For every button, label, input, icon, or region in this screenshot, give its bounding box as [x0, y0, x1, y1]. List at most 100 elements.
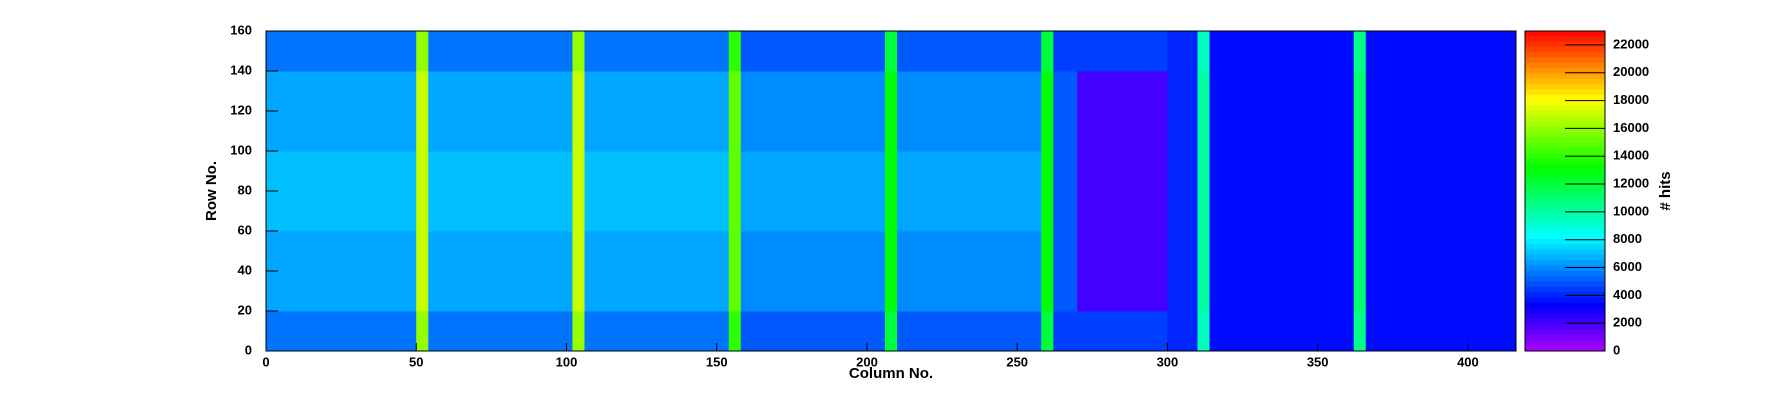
colorbar-swatch [1525, 143, 1605, 149]
heatmap-cell [266, 111, 417, 152]
colorbar-swatch [1525, 31, 1605, 37]
heatmap-cell [1365, 191, 1517, 232]
colorbar-swatch [1525, 159, 1605, 165]
z-tick-label: 0 [1613, 342, 1620, 357]
heatmap-cell [1197, 271, 1211, 312]
colorbar-swatch [1525, 52, 1605, 59]
heatmap-cell [416, 271, 429, 312]
colorbar-swatch [1525, 132, 1605, 139]
heatmap-cell [416, 71, 429, 112]
heatmap-cell [584, 311, 730, 352]
z-tick-label: 14000 [1613, 148, 1649, 163]
z-tick-label: 8000 [1613, 231, 1642, 246]
heatmap-cell [416, 111, 429, 152]
heatmap-cell [1353, 151, 1367, 192]
heatmap-cell [1365, 271, 1517, 312]
colorbar-swatch [1525, 164, 1605, 171]
colorbar-swatch [1525, 100, 1605, 107]
colorbar-swatch [1525, 287, 1605, 293]
heatmap-cell [728, 271, 742, 312]
heatmap-cell [1209, 231, 1355, 272]
colorbar-swatch [1525, 95, 1605, 101]
heatmap-cell [1053, 71, 1078, 112]
colorbar-swatch [1525, 73, 1605, 80]
colorbar-swatch [1525, 271, 1605, 277]
x-tick-label: 50 [409, 354, 423, 369]
heatmap-cell [1077, 151, 1168, 192]
heatmap-cell [266, 191, 417, 232]
colorbar-swatch [1525, 89, 1605, 96]
z-tick-label: 12000 [1613, 175, 1649, 190]
heatmap-cell [1167, 311, 1198, 352]
colorbar-swatch [1525, 228, 1605, 235]
heatmap-cell [1209, 31, 1355, 72]
heatmap-cell [897, 71, 1042, 112]
colorbar-swatch [1525, 212, 1605, 219]
heatmap-cell [897, 231, 1042, 272]
y-tick-label: 20 [238, 302, 252, 317]
heatmap-cell [1197, 231, 1211, 272]
colorbar-swatch [1525, 249, 1605, 256]
heatmap-cell [897, 111, 1042, 152]
heatmap-cell [728, 31, 742, 72]
z-tick-label: 22000 [1613, 36, 1649, 51]
heatmap-cell [1077, 191, 1168, 232]
heatmap-cell [584, 271, 730, 312]
heatmap-cell [428, 71, 573, 112]
colorbar-swatch [1525, 36, 1605, 43]
heatmap-cell [1353, 231, 1367, 272]
colorbar-swatch [1525, 345, 1605, 352]
heatmap-cell [1041, 71, 1054, 112]
colorbar-swatch [1525, 297, 1605, 304]
colorbar-swatch [1525, 324, 1605, 331]
heatmap-cell [1053, 271, 1078, 312]
colorbar-swatch [1525, 201, 1605, 208]
x-tick-label: 400 [1457, 354, 1479, 369]
x-tick-label: 250 [1006, 354, 1028, 369]
colorbar-swatch [1525, 47, 1605, 53]
heatmap-cell [728, 231, 742, 272]
z-axis-label: # hits [1657, 171, 1674, 210]
heatmap-cell [428, 111, 573, 152]
heatmap-cell [740, 271, 886, 312]
heatmap-cell [884, 271, 898, 312]
heatmap-cell [584, 71, 730, 112]
heatmap-cell [584, 151, 730, 192]
heatmap-cell [884, 231, 898, 272]
heatmap-cell [1167, 271, 1198, 312]
heatmap-cell [1365, 111, 1517, 152]
y-tick-label: 120 [230, 102, 252, 117]
heatmap-cell [1041, 191, 1054, 232]
heatmap-cell [740, 71, 886, 112]
heatmap-cell [1365, 311, 1517, 352]
heatmap-cell [1167, 111, 1198, 152]
heatmap-cell [884, 71, 898, 112]
heatmap-cell [1353, 271, 1367, 312]
heatmap-cell [416, 151, 429, 192]
colorbar-swatch [1525, 265, 1605, 272]
heatmap-cell [740, 111, 886, 152]
heatmap-cell [740, 31, 886, 72]
heatmap-cell [428, 31, 573, 72]
heatmap-cell [428, 151, 573, 192]
heatmap-cell [266, 151, 417, 192]
colorbar-swatch [1525, 255, 1605, 261]
heatmap-cell [884, 311, 898, 352]
heatmap-cell [1053, 111, 1078, 152]
heatmap-cell [1197, 311, 1211, 352]
heatmap-cell [1353, 191, 1367, 232]
heatmap-cell [884, 31, 898, 72]
x-tick-label: 100 [556, 354, 578, 369]
colorbar-swatch [1525, 137, 1605, 144]
x-tick-label: 300 [1157, 354, 1179, 369]
heatmap-cell [728, 111, 742, 152]
colorbar-swatch [1525, 260, 1605, 267]
heatmap-cell [266, 271, 417, 312]
colorbar-swatch [1525, 180, 1605, 187]
heatmap-cell [884, 191, 898, 232]
x-tick-label: 150 [706, 354, 728, 369]
heatmap-cell [897, 151, 1042, 192]
heatmap-cell [1353, 71, 1367, 112]
heatmap-cell [266, 31, 417, 72]
heatmap-cell [1077, 111, 1168, 152]
